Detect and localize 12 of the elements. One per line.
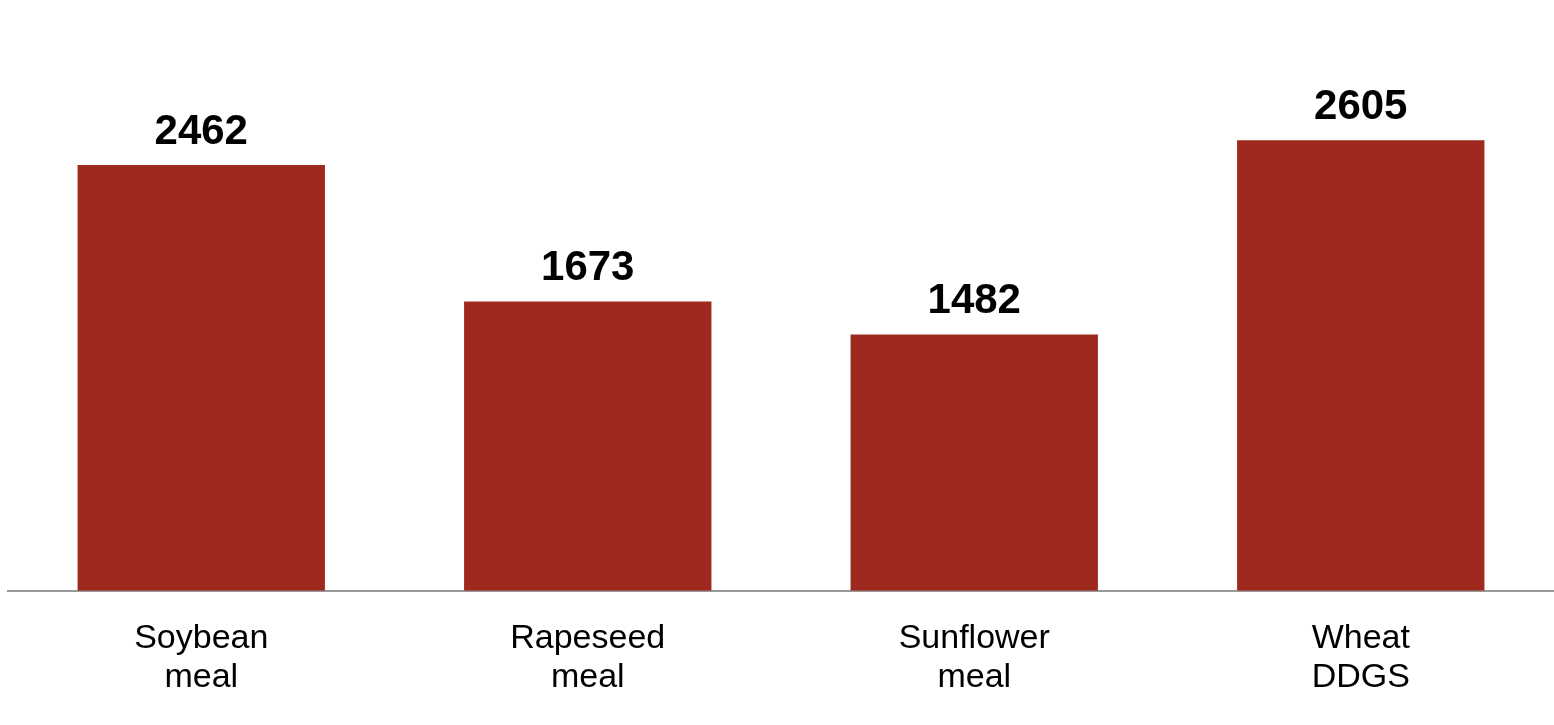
data-label: 2605 [1314,80,1408,128]
data-label: 1482 [927,275,1021,323]
x-tick-label: Wheat DDGS [1311,616,1411,694]
bar [1237,140,1485,591]
bar [850,334,1098,591]
data-label: 1673 [541,242,635,290]
bar [77,165,325,591]
bar [464,301,712,591]
x-tick-label: Sunflower meal [898,616,1050,694]
data-label: 2462 [154,105,248,153]
x-tick-label: Soybean meal [134,616,269,694]
x-tick-label: Rapeseed meal [510,616,666,694]
